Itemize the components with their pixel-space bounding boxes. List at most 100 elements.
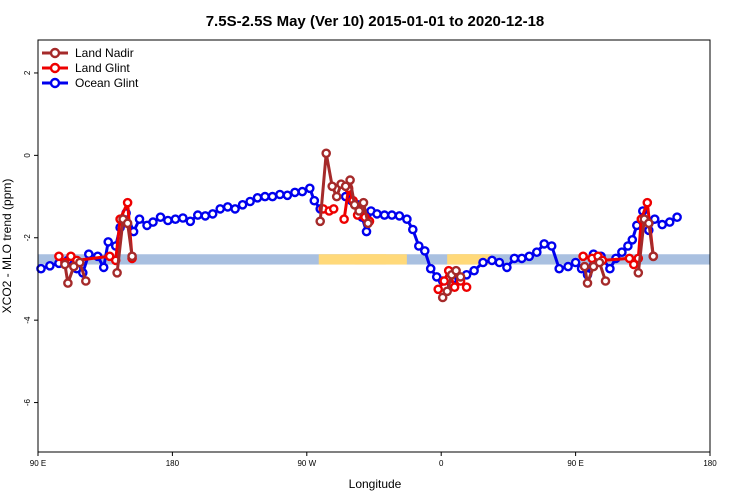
- ocean-glint-point-0-22: [192, 210, 203, 220]
- ocean-glint-point-0-33: [275, 189, 285, 200]
- land-nadir-point-5-0: [633, 267, 644, 278]
- land-glint-point-1-2: [328, 204, 339, 214]
- land-nadir-point-4-3: [594, 257, 605, 268]
- ocean-glint-point-1-40: [617, 247, 627, 257]
- ocean-glint-point-0-38: [309, 195, 320, 206]
- land-nadir-point-2-8: [354, 206, 364, 216]
- ocean-glint-point-0-37: [304, 183, 315, 194]
- legend-label-land-nadir: Land Nadir: [75, 46, 134, 60]
- ocean-glint-point-0-30: [252, 192, 263, 203]
- land-nadir-point-3-1: [442, 286, 453, 297]
- ocean-glint-point-1-41: [623, 241, 633, 251]
- ocean-glint-point-0-21: [185, 216, 196, 227]
- land-glint-point-4-5: [629, 259, 639, 270]
- land-nadir-point-4-0: [579, 261, 590, 272]
- plot-frame: [37, 39, 711, 453]
- land-glint-point-0-7: [122, 197, 133, 208]
- land-glint-point-4-0: [578, 251, 588, 262]
- land-nadir-point-1-2: [122, 218, 133, 229]
- ocean-glint-point-1-47: [657, 219, 668, 230]
- ocean-glint-point-0-32: [267, 191, 278, 202]
- land-nadir-point-2-9: [358, 197, 369, 208]
- land-nadir-point-0-1: [63, 278, 73, 288]
- land-nadir-point-1-3: [127, 251, 137, 262]
- x-tick-label-4: 90 E: [567, 459, 583, 468]
- ocean-glint-point-1-20: [469, 265, 479, 276]
- land-glint-point-3-5: [461, 282, 472, 293]
- land-glint-point-4-4: [624, 253, 635, 264]
- legend-item-land-glint: Land Glint: [42, 61, 130, 75]
- legend-marker-land-glint: [49, 62, 61, 74]
- ocean-glint-point-1-26: [517, 253, 527, 264]
- ocean-glint-point-1-38: [605, 263, 615, 274]
- x-axis-label: Longitude: [349, 477, 402, 491]
- land-nadir-point-0-3: [75, 257, 85, 268]
- land-nadir-point-5-3: [648, 251, 659, 262]
- ocean-glint-point-1-27: [524, 251, 535, 262]
- land-nadir-point-3-0: [437, 292, 448, 303]
- y-axis-label: XCO2 - MLO trend (ppm): [0, 179, 14, 314]
- ocean-glint-point-1-48: [664, 217, 675, 227]
- ocean-glint-point-0-14: [134, 214, 145, 224]
- ocean-glint-point-1-10: [402, 214, 412, 224]
- ocean-glint-point-0-25: [215, 204, 225, 214]
- land-nadir-point-2-1: [321, 148, 332, 159]
- land-nadir-point-4-1: [582, 278, 593, 288]
- ocean-glint-point-1-42: [627, 234, 638, 245]
- ocean-glint-point-1-22: [487, 255, 497, 266]
- land-nadir-point-0-0: [60, 259, 70, 270]
- ocean-glint-point-1-30: [546, 241, 557, 251]
- y-tick-label-0: 2: [23, 70, 32, 75]
- land-nadir-point-1-0: [112, 267, 122, 278]
- legend-label-land-glint: Land Glint: [75, 61, 130, 75]
- land-glint-point-3-1: [439, 276, 450, 286]
- ocean-glint-point-1-14: [425, 263, 436, 274]
- land-nadir-point-4-4: [600, 276, 611, 286]
- ocean-glint-point-0-8: [98, 262, 109, 273]
- land-nadir-point-3-3: [451, 265, 461, 276]
- series-land-nadir: [60, 148, 659, 303]
- y-axis: 2 0 -2 -4 -6: [23, 70, 38, 406]
- ocean-glint-point-1-8: [387, 210, 397, 220]
- plot-area: [36, 39, 711, 453]
- x-axis: 90 E 180 90 W 0 90 E 180: [30, 452, 717, 468]
- ocean-glint-point-0-19: [170, 214, 181, 224]
- x-tick-label-5: 180: [703, 459, 717, 468]
- legend-item-land-nadir: Land Nadir: [42, 46, 134, 60]
- land-glint-point-2-0: [339, 214, 349, 224]
- y-tick-label-1: 0: [23, 153, 32, 158]
- band-highlight-3: [453, 254, 491, 265]
- ocean-glint-point-1-29: [539, 239, 550, 249]
- legend-marker-land-nadir: [49, 47, 61, 59]
- x-tick-label-1: 180: [166, 459, 180, 468]
- ocean-glint-point-1-11: [407, 224, 418, 235]
- y-tick-label-4: -6: [23, 398, 32, 406]
- ocean-glint-point-0-35: [290, 187, 300, 198]
- legend-item-ocean-glint: Ocean Glint: [42, 76, 139, 90]
- land-nadir-point-3-4: [455, 272, 466, 282]
- ocean-glint-point-0-17: [155, 212, 166, 222]
- ocean-glint-point-1-31: [554, 263, 565, 274]
- land-nadir-point-2-6: [345, 175, 355, 185]
- ocean-glint-point-1-23: [494, 257, 505, 268]
- ocean-glint-point-0-1: [45, 260, 55, 271]
- ocean-glint-point-1-12: [413, 241, 424, 251]
- ocean-glint-point-0-31: [260, 191, 270, 202]
- x-tick-label-2: 90 W: [297, 459, 316, 468]
- ocean-glint-point-0-20: [178, 213, 188, 223]
- ocean-glint-point-0-9: [103, 237, 113, 247]
- land-nadir-point-5-2: [644, 218, 654, 229]
- land-nadir-point-2-2: [327, 181, 338, 192]
- ocean-glint-point-1-7: [379, 210, 390, 220]
- series-layer: [36, 148, 682, 303]
- reference-bands: [38, 254, 710, 265]
- land-nadir-point-0-4: [81, 276, 91, 286]
- ocean-glint-point-1-9: [394, 211, 405, 221]
- land-nadir-point-2-0: [315, 216, 326, 227]
- ocean-glint-point-1-32: [563, 261, 573, 272]
- chart-title: 7.5S-2.5S May (Ver 10) 2015-01-01 to 202…: [206, 13, 545, 30]
- ocean-glint-point-0-26: [222, 202, 233, 212]
- ocean-glint-point-0-27: [230, 204, 240, 214]
